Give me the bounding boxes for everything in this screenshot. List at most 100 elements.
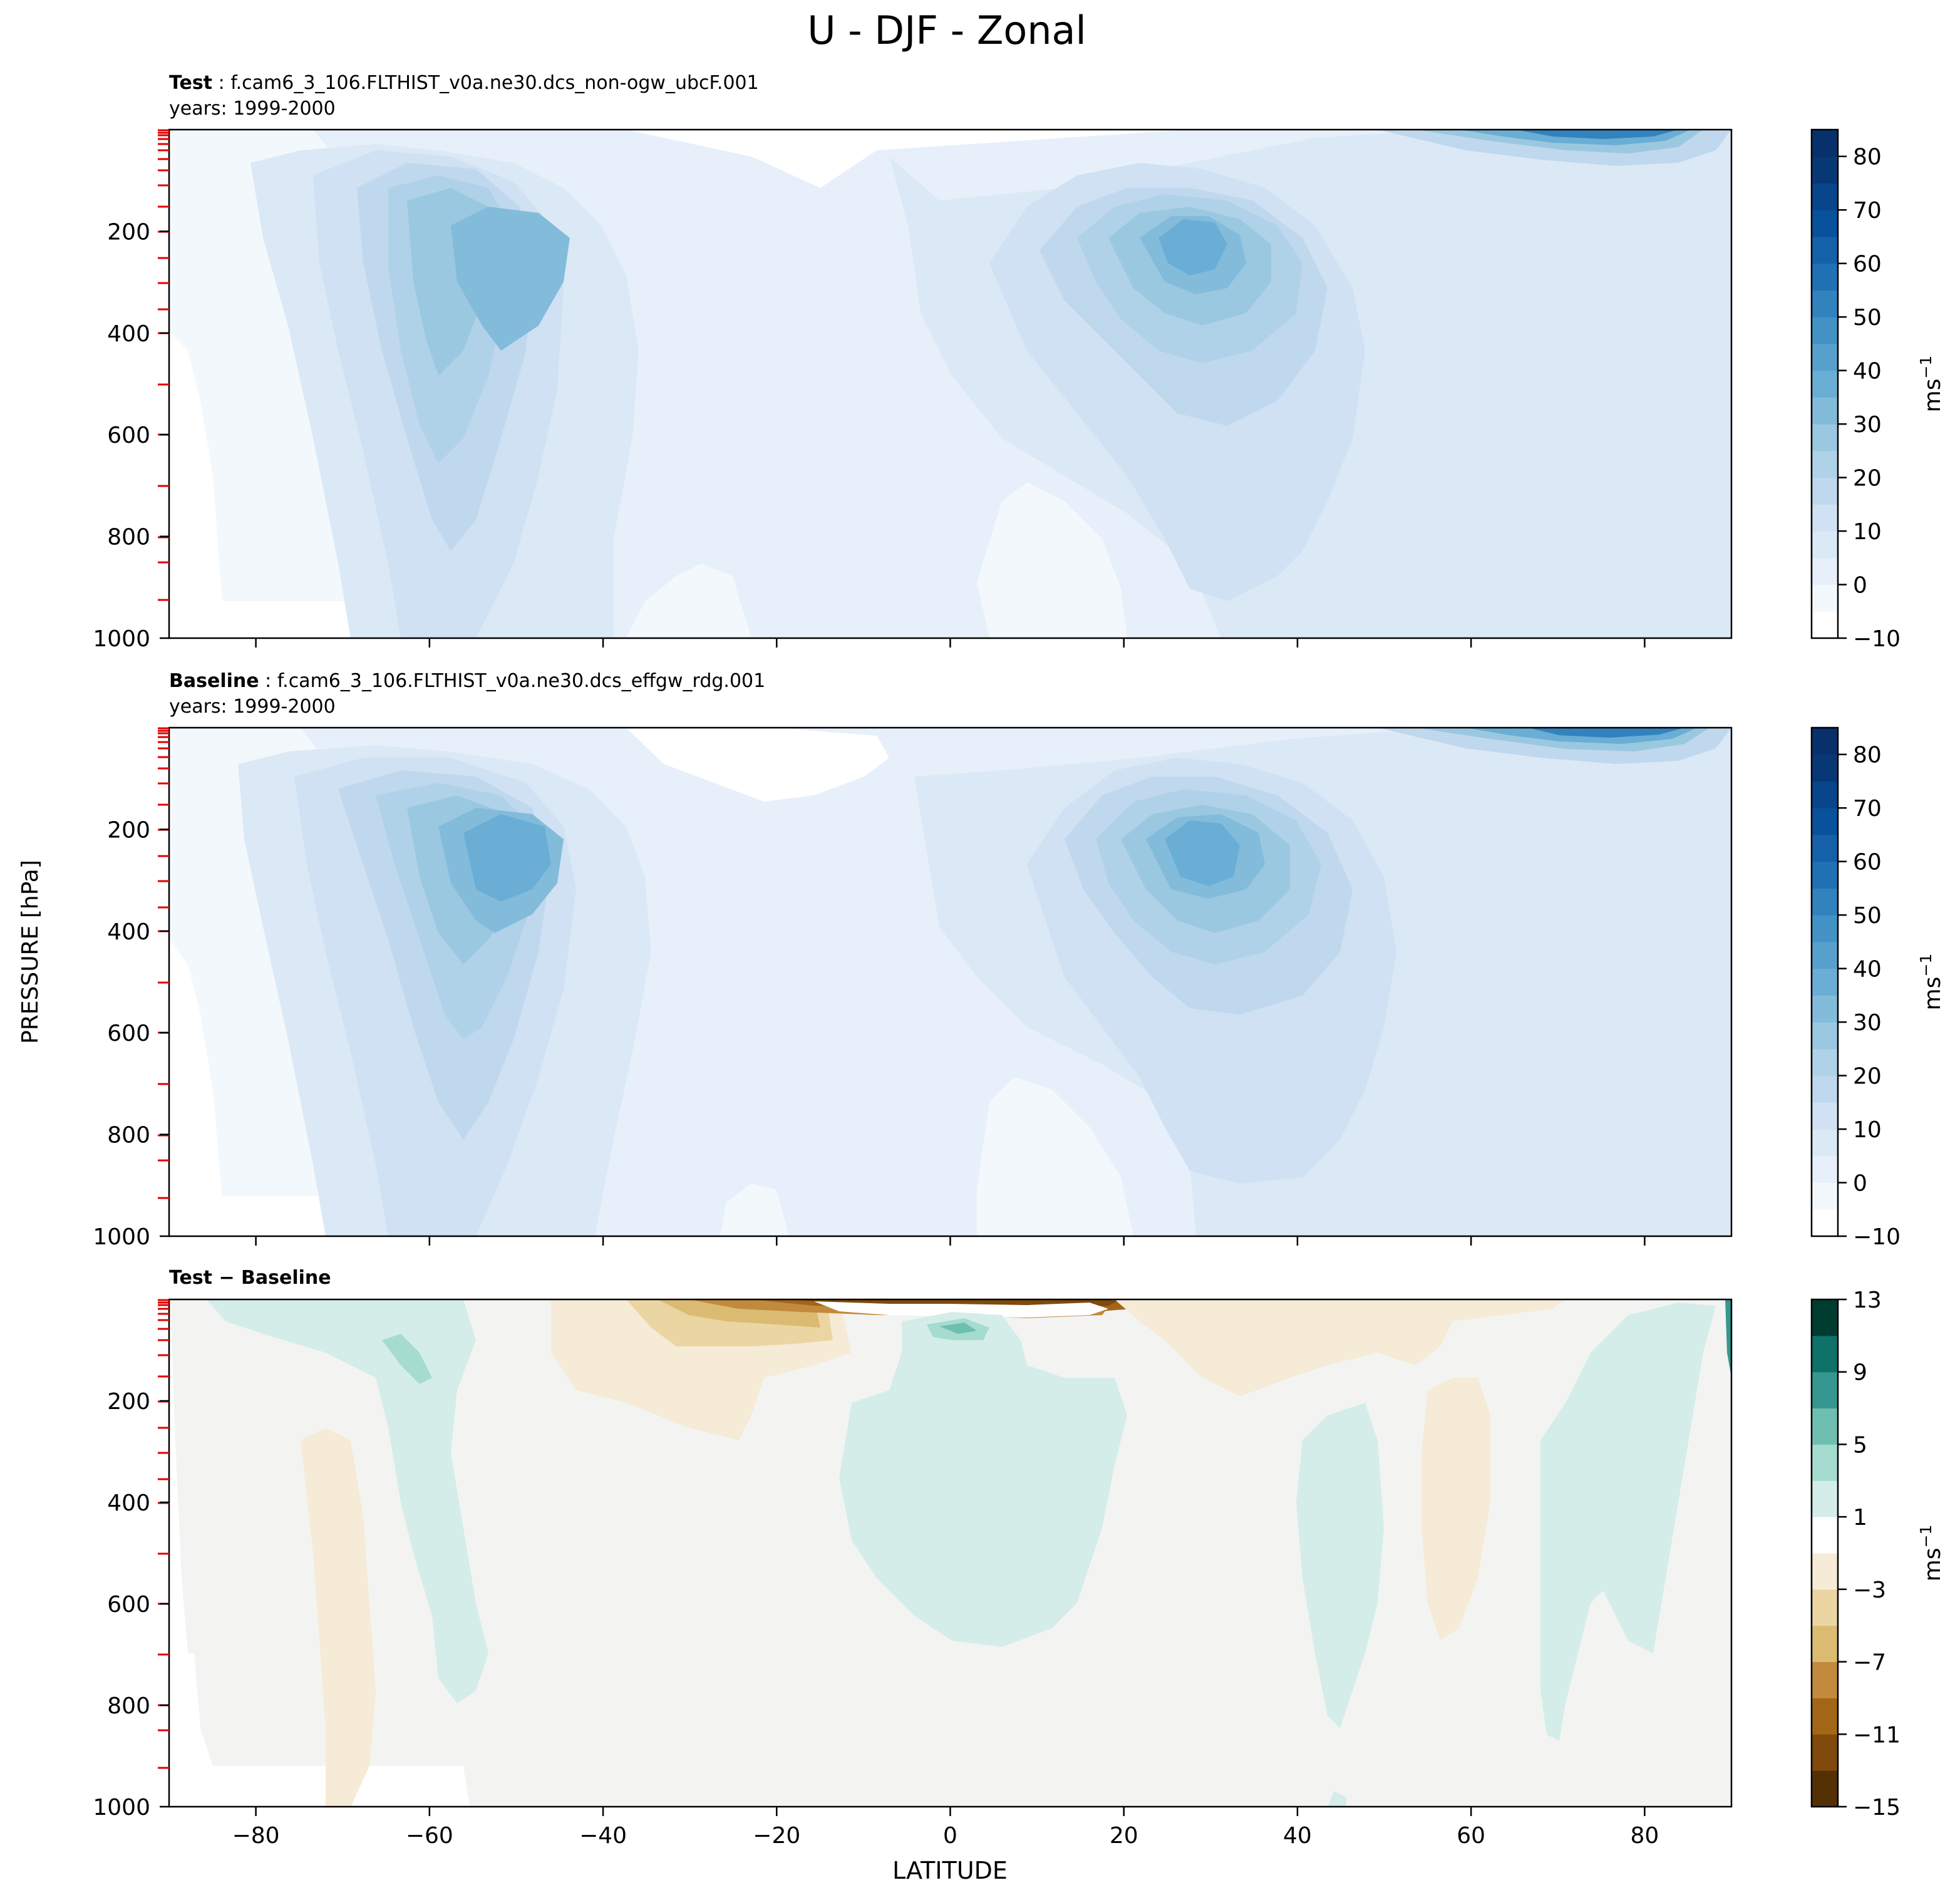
colorbar-segment <box>1812 504 1838 532</box>
x-tick-label: −60 <box>406 1823 453 1849</box>
y-tick-label: 1000 <box>93 1224 150 1250</box>
colorbar-tick-label: 10 <box>1853 1117 1882 1143</box>
colorbar-segment <box>1812 450 1838 478</box>
panel-baseline-x-ticks <box>255 1236 1646 1246</box>
panel-baseline-contours <box>169 728 1731 1236</box>
y-tick-label: 600 <box>107 423 150 448</box>
colorbar-segment <box>1812 1048 1838 1076</box>
colorbar-label-unit: ms <box>1920 379 1946 413</box>
colorbar-label-exponent: −1 <box>1917 1525 1935 1548</box>
y-tick-label: 600 <box>107 1592 150 1618</box>
x-tick-label: 80 <box>1630 1823 1659 1849</box>
colorbar-segment <box>1812 130 1838 157</box>
panel-baseline-title-rest: : f.cam6_3_106.FLTHIST_v0a.ne30.dcs_effg… <box>259 670 766 692</box>
panel-baseline-subtitle: years: 1999-2000 <box>169 696 336 718</box>
colorbar-segment <box>1812 728 1838 755</box>
colorbar-segment <box>1812 834 1838 862</box>
colorbar-tick-label: 0 <box>1853 573 1867 599</box>
colorbar-segment <box>1812 236 1838 264</box>
colorbar-tick-label: 20 <box>1853 466 1882 492</box>
colorbar-segment <box>1812 1155 1838 1184</box>
colorbar-tick-label: 70 <box>1853 198 1882 224</box>
colorbar-tick-label: −10 <box>1853 626 1901 652</box>
colorbar-segment <box>1812 343 1838 371</box>
colorbar-segment <box>1812 1129 1838 1157</box>
colorbar-label-unit: ms <box>1920 977 1946 1011</box>
figure-title: U - DJF - Zonal <box>807 8 1086 53</box>
colorbar-segment <box>1812 915 1838 942</box>
x-tick-label: 0 <box>943 1823 957 1849</box>
colorbar-tick-label: 40 <box>1853 957 1882 983</box>
colorbar-tick-label: 9 <box>1853 1360 1867 1386</box>
panel-baseline-title: Baseline : f.cam6_3_106.FLTHIST_v0a.ne30… <box>169 670 765 692</box>
colorbar-tick-label: 60 <box>1853 252 1882 277</box>
panel-test: Test : f.cam6_3_106.FLTHIST_v0a.ne30.dcs… <box>93 72 1946 652</box>
y-tick-label: 600 <box>107 1021 150 1046</box>
panel-baseline-model-levels <box>158 727 169 1199</box>
colorbar-segment <box>1812 1408 1838 1445</box>
panel-difference-title: Test − Baseline <box>169 1267 331 1289</box>
x-tick-label: 60 <box>1457 1823 1485 1849</box>
colorbar-segment <box>1812 424 1838 452</box>
colorbar-segment <box>1812 611 1838 639</box>
colorbar-segment <box>1812 1022 1838 1050</box>
colorbar-segment <box>1812 1299 1838 1336</box>
colorbar-segment <box>1812 477 1838 505</box>
colorbar-segment <box>1812 584 1838 612</box>
colorbar-tick-label: 10 <box>1853 519 1882 545</box>
colorbar-segment <box>1812 941 1838 969</box>
colorbar-segment <box>1812 531 1838 559</box>
y-tick-label: 200 <box>107 219 150 245</box>
colorbar-segment <box>1812 1075 1838 1103</box>
colorbar-tick-label: 30 <box>1853 412 1882 438</box>
colorbar-tick-label: 13 <box>1853 1288 1882 1313</box>
colorbar-segment <box>1812 1480 1838 1517</box>
colorbar-segment <box>1812 183 1838 210</box>
colorbar-segment <box>1812 1102 1838 1130</box>
colorbar-tick-label: −7 <box>1853 1650 1886 1676</box>
y-tick-label: 800 <box>107 1123 150 1149</box>
panel-baseline-y-ticks: 200 400 600 800 1000 <box>93 817 169 1250</box>
colorbar-tick-label: 20 <box>1853 1064 1882 1090</box>
colorbar-segment <box>1812 1182 1838 1210</box>
colorbar-frame <box>1810 128 1839 639</box>
y-axis-label: PRESSURE [hPa] <box>18 860 43 1044</box>
colorbar-segment <box>1812 1589 1838 1626</box>
colorbar-segment <box>1812 1661 1838 1698</box>
panel-test-contours <box>169 130 1731 638</box>
panel-difference-model-levels <box>158 1299 169 1769</box>
colorbar-frame <box>1810 1298 1839 1808</box>
panel-test-x-ticks <box>255 638 1646 648</box>
panel-baseline-title-bold: Baseline <box>169 670 259 692</box>
colorbar-segment <box>1812 808 1838 835</box>
colorbar-tick-label: 1 <box>1853 1505 1867 1531</box>
panel-test-colorbar: 80 70 60 50 40 30 20 10 0 −10 ms−1 <box>1810 128 1946 652</box>
colorbar-tick-label: 80 <box>1853 743 1882 768</box>
colorbar-segment <box>1812 754 1838 782</box>
colorbar-segment <box>1812 1698 1838 1735</box>
colorbar-segment <box>1812 1553 1838 1590</box>
colorbar-tick-label: 5 <box>1853 1432 1867 1458</box>
colorbar-label-unit: ms <box>1920 1548 1946 1582</box>
colorbar-tick-label: 30 <box>1853 1010 1882 1036</box>
panel-difference-x-ticks: −80 −60 −40 −20 0 20 40 60 80 <box>232 1807 1659 1849</box>
colorbar-segment <box>1812 1517 1838 1554</box>
colorbar-segment <box>1812 263 1838 291</box>
colorbar-segment <box>1812 290 1838 318</box>
y-tick-label: 400 <box>107 321 150 347</box>
panel-test-title-rest: : f.cam6_3_106.FLTHIST_v0a.ne30.dcs_non-… <box>212 72 759 94</box>
panel-difference-y-ticks: 200 400 600 800 1000 <box>93 1389 169 1820</box>
panel-test-y-ticks: 200 400 600 800 1000 <box>93 219 169 652</box>
colorbar-label-exponent: −1 <box>1917 356 1935 379</box>
colorbar-tick-label: 60 <box>1853 850 1882 875</box>
colorbar-tick-label: 0 <box>1853 1171 1867 1197</box>
panel-difference-contours <box>169 1299 1731 1807</box>
colorbar-segment <box>1812 888 1838 916</box>
panel-baseline-colorbar: 80 70 60 50 40 30 20 10 0 −10 ms−1 <box>1810 726 1946 1250</box>
colorbar-segment <box>1812 968 1838 996</box>
colorbar-tick-label: 50 <box>1853 903 1882 929</box>
colorbar-segment <box>1812 557 1838 586</box>
colorbar-segment <box>1812 210 1838 237</box>
colorbar-label: ms−1 <box>1917 1525 1946 1582</box>
y-tick-label: 1000 <box>93 1795 150 1820</box>
